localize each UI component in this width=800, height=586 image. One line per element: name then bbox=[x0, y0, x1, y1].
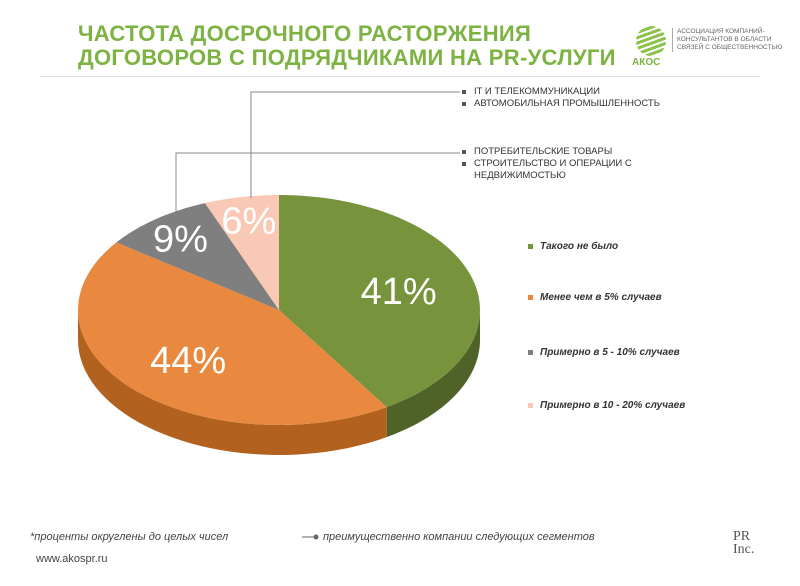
logo-name: АКОС bbox=[632, 57, 661, 68]
legend-swatch bbox=[528, 244, 533, 249]
legend-swatch bbox=[528, 350, 533, 355]
segments-mid: ПОТРЕБИТЕЛЬСКИЕ ТОВАРЫ СТРОИТЕЛЬСТВО И О… bbox=[460, 146, 680, 182]
callout-line-mid bbox=[175, 152, 460, 212]
data-label: 41% bbox=[361, 271, 437, 313]
globe-icon bbox=[636, 26, 666, 56]
segment-item: АВТОМОБИЛЬНАЯ ПРОМЫШЛЕННОСТЬ bbox=[460, 98, 690, 110]
pie-side-1 bbox=[78, 310, 387, 455]
divider bbox=[40, 76, 760, 77]
segment-item: ПОТРЕБИТЕЛЬСКИЕ ТОВАРЫ bbox=[460, 146, 680, 158]
segments-top: IT И ТЕЛЕКОММУНИКАЦИИ АВТОМОБИЛЬНАЯ ПРОМ… bbox=[460, 86, 690, 110]
data-label: 44% bbox=[150, 340, 226, 382]
pie-slice-3[interactable] bbox=[205, 195, 279, 310]
footer-legend-dot bbox=[313, 534, 319, 540]
legend-label: Менее чем в 5% случаев bbox=[540, 292, 662, 303]
legend-swatch bbox=[528, 295, 533, 300]
legend-label: Такого не было bbox=[540, 241, 619, 252]
segment-item: СТРОИТЕЛЬСТВО И ОПЕРАЦИИ С НЕДВИЖИМОСТЬЮ bbox=[460, 158, 680, 182]
legend-item: Менее чем в 5% случаев bbox=[528, 292, 662, 303]
pr-inc-logo: PR Inc. bbox=[733, 529, 755, 557]
segment-item: IT И ТЕЛЕКОММУНИКАЦИИ bbox=[460, 86, 690, 98]
callout-line-top bbox=[250, 91, 460, 198]
title-line-2: ДОГОВОРОВ С ПОДРЯДЧИКАМИ НА PR-УСЛУГИ bbox=[78, 45, 616, 70]
data-label: 6% bbox=[221, 201, 276, 243]
legend-item: Примерно в 10 - 20% случаев bbox=[528, 400, 685, 411]
footnote: *проценты округлены до целых чисел bbox=[30, 531, 229, 543]
legend-item: Такого не было bbox=[528, 241, 618, 252]
legend-swatch bbox=[528, 403, 533, 408]
data-label: 9% bbox=[153, 218, 208, 260]
akos-logo: АКОС АССОЦИАЦИЯ КОМПАНИЙ-КОНСУЛЬТАНТОВ В… bbox=[632, 24, 792, 74]
title-line-1: ЧАСТОТА ДОСРОЧНОГО РАСТОРЖЕНИЯ bbox=[78, 21, 532, 46]
website-link[interactable]: www.akospr.ru bbox=[36, 553, 108, 565]
pie-slice-2[interactable] bbox=[116, 203, 280, 310]
footer-legend-note: преимущественно компании следующих сегме… bbox=[323, 531, 595, 543]
pie-side-0 bbox=[386, 310, 480, 438]
legend-label: Примерно в 5 - 10% случаев bbox=[540, 347, 680, 358]
legend-label: Примерно в 10 - 20% случаев bbox=[540, 400, 686, 411]
pie-slice-0[interactable] bbox=[279, 195, 480, 408]
logo-text: АССОЦИАЦИЯ КОМПАНИЙ-КОНСУЛЬТАНТОВ В ОБЛА… bbox=[672, 28, 797, 52]
legend-item: Примерно в 5 - 10% случаев bbox=[528, 347, 680, 358]
page-title: ЧАСТОТА ДОСРОЧНОГО РАСТОРЖЕНИЯ ДОГОВОРОВ… bbox=[78, 22, 616, 70]
pie-slice-1[interactable] bbox=[78, 242, 387, 425]
